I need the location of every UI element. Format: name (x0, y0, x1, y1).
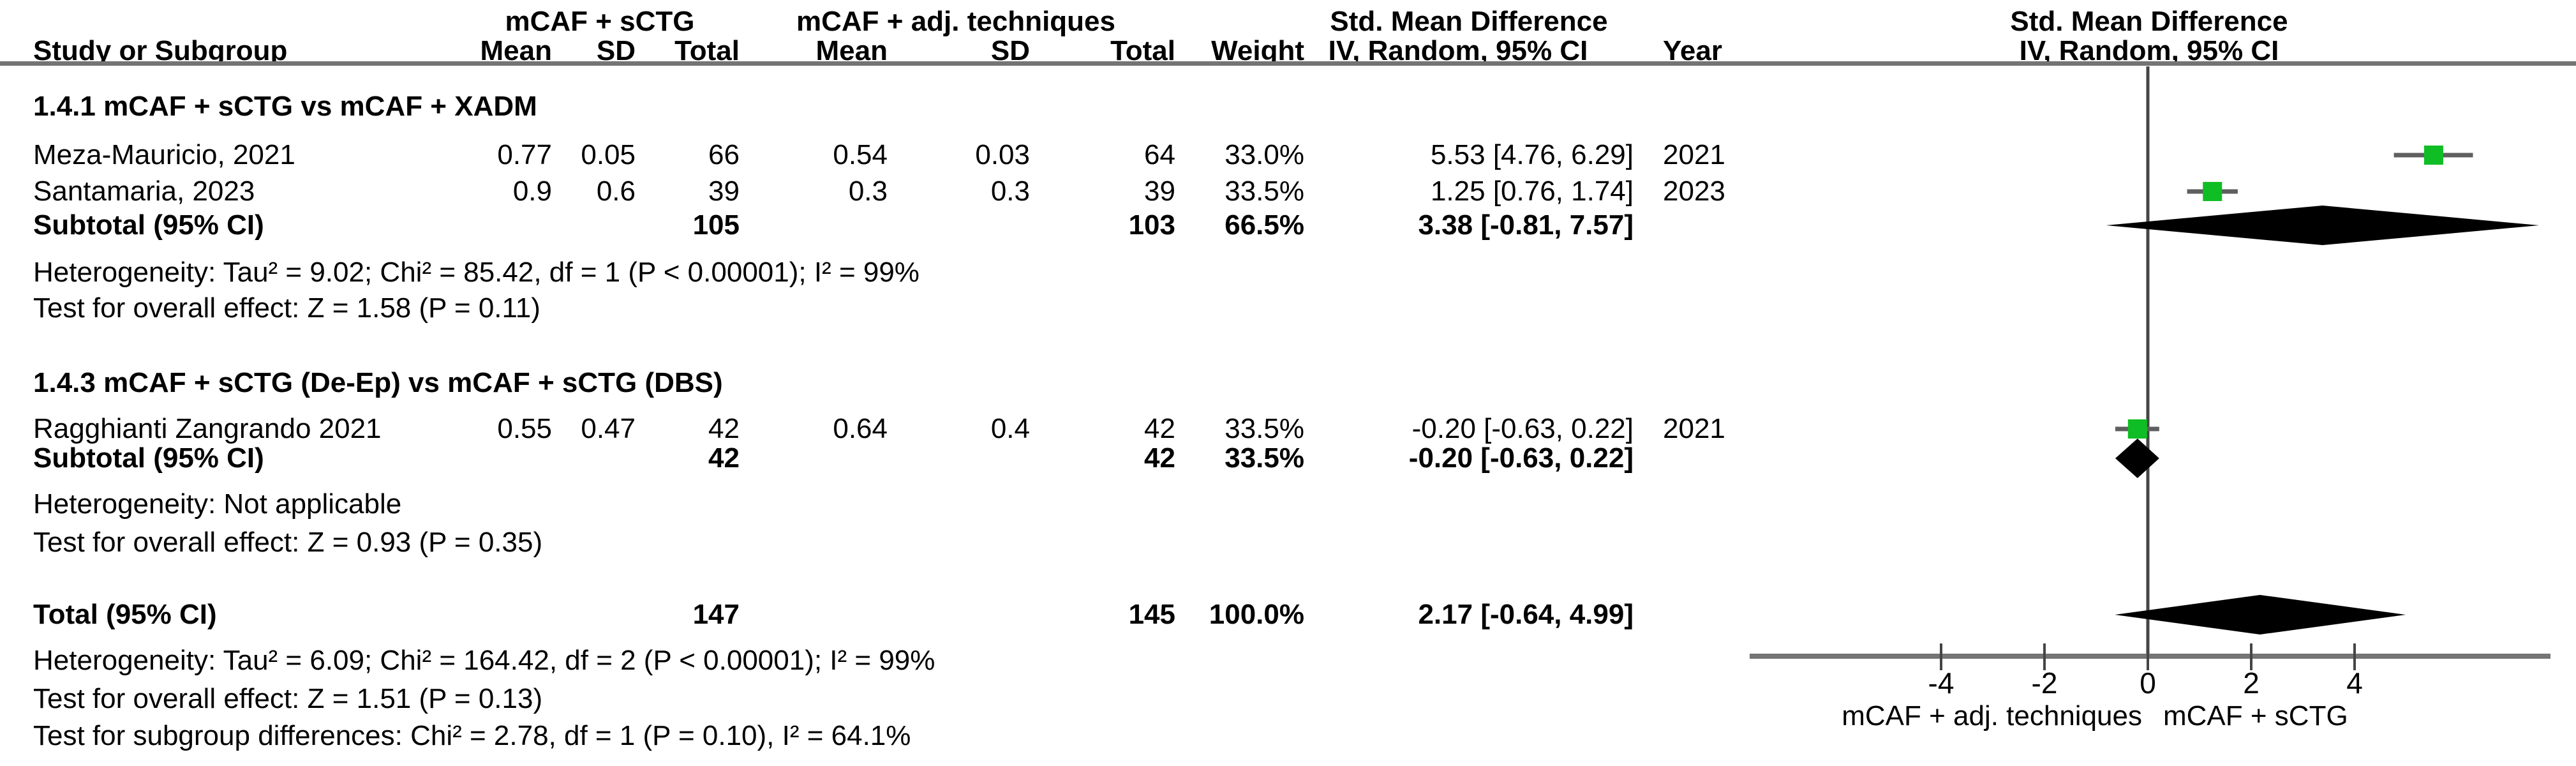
study-row-santamaria: Santamaria, 2023 0.9 0.6 39 0.3 0.3 39 3… (0, 174, 2576, 209)
heterogeneity-text: Heterogeneity: Tau² = 6.09; Chi² = 164.4… (33, 645, 935, 676)
subgroup-heading-141: 1.4.1 mCAF + sCTG vs mCAF + XADM (0, 89, 2576, 124)
weight-value: 66.5% (1225, 209, 1304, 241)
column-header-sd1: SD (596, 35, 636, 66)
subtotal-label: Subtotal (95% CI) (33, 442, 264, 474)
group-header-control: mCAF + adj. techniques (796, 6, 1115, 37)
weight-value: 33.5% (1225, 413, 1304, 444)
subgroup-heading-143: 1.4.3 mCAF + sCTG (De-Ep) vs mCAF + sCTG… (0, 365, 2576, 401)
heterogeneity-text: Heterogeneity: Not applicable (33, 488, 402, 520)
ci-value: 1.25 [0.76, 1.74] (1430, 176, 1634, 207)
group-header-experimental: mCAF + sCTG (505, 6, 695, 37)
total2-value: 42 (1144, 413, 1175, 444)
sd1-value: 0.05 (581, 139, 636, 170)
weight-value: 100.0% (1209, 599, 1304, 630)
subtotal-label: Subtotal (95% CI) (33, 209, 264, 241)
overall-effect-text: Test for overall effect: Z = 1.58 (P = 0… (33, 292, 540, 324)
study-row-ragghianti: Ragghianti Zangrando 2021 0.55 0.47 42 0… (0, 411, 2576, 447)
column-header-iv-ci: IV, Random, 95% CI (1328, 35, 1588, 66)
year-value: 2021 (1663, 139, 1725, 170)
column-header-weight: Weight (1211, 35, 1304, 66)
study-name: Ragghianti Zangrando 2021 (33, 413, 382, 444)
column-header-mean1: Mean (480, 35, 552, 66)
subgroup-difference-note: Test for subgroup differences: Chi² = 2.… (0, 718, 2576, 754)
overall-effect-note-141: Test for overall effect: Z = 1.58 (P = 0… (0, 290, 2576, 326)
mean2-value: 0.3 (848, 176, 888, 207)
sd2-value: 0.03 (975, 139, 1030, 170)
overall-effect-note-total: Test for overall effect: Z = 1.51 (P = 0… (0, 681, 2576, 717)
subgroup-title: 1.4.3 mCAF + sCTG (De-Ep) vs mCAF + sCTG… (33, 367, 723, 398)
heterogeneity-note-141: Heterogeneity: Tau² = 9.02; Chi² = 85.42… (0, 255, 2576, 290)
total2-value: 39 (1144, 176, 1175, 207)
subtotal-row-141: Subtotal (95% CI) 105 103 66.5% 3.38 [-0… (0, 207, 2576, 243)
weight-value: 33.5% (1225, 176, 1304, 207)
total-row: Total (95% CI) 147 145 100.0% 2.17 [-0.6… (0, 597, 2576, 633)
column-header-iv-ci-plot: IV, Random, 95% CI (2019, 35, 2279, 66)
mean2-value: 0.54 (833, 139, 888, 170)
year-value: 2023 (1663, 176, 1725, 207)
heterogeneity-note-143: Heterogeneity: Not applicable (0, 486, 2576, 522)
overall-effect-text: Test for overall effect: Z = 0.93 (P = 0… (33, 527, 543, 558)
total1-value: 66 (708, 139, 740, 170)
total2-value: 103 (1128, 209, 1175, 241)
total1-value: 42 (708, 413, 740, 444)
subtotal-row-143: Subtotal (95% CI) 42 42 33.5% -0.20 [-0.… (0, 440, 2576, 476)
total2-value: 145 (1128, 599, 1175, 630)
sd1-value: 0.47 (581, 413, 636, 444)
overall-effect-note-143: Test for overall effect: Z = 0.93 (P = 0… (0, 525, 2576, 560)
total1-value: 147 (692, 599, 740, 630)
subgroup-title: 1.4.1 mCAF + sCTG vs mCAF + XADM (33, 91, 537, 122)
column-header-sd2: SD (990, 35, 1030, 66)
favours-right-label: mCAF + sCTG (2163, 700, 2348, 732)
year-value: 2021 (1663, 413, 1725, 444)
group-header-smd-plot: Std. Mean Difference (2010, 6, 2288, 37)
total-label: Total (95% CI) (33, 599, 217, 630)
sd2-value: 0.4 (990, 413, 1030, 444)
heterogeneity-note-total: Heterogeneity: Tau² = 6.09; Chi² = 164.4… (0, 643, 2576, 679)
study-row-meza: Meza-Mauricio, 2021 0.77 0.05 66 0.54 0.… (0, 137, 2576, 173)
column-header-mean2: Mean (815, 35, 888, 66)
heterogeneity-text: Heterogeneity: Tau² = 9.02; Chi² = 85.42… (33, 257, 919, 288)
mean1-value: 0.55 (497, 413, 552, 444)
mean1-value: 0.9 (512, 176, 552, 207)
column-header-year: Year (1663, 35, 1722, 66)
column-header-total2: Total (1110, 35, 1175, 66)
mean1-value: 0.77 (497, 139, 552, 170)
header-group-row: mCAF + sCTG mCAF + adj. techniques Std. … (0, 4, 2576, 40)
sd1-value: 0.6 (596, 176, 636, 207)
group-header-smd-table: Std. Mean Difference (1330, 6, 1608, 37)
ci-value: 2.17 [-0.64, 4.99] (1418, 599, 1634, 630)
weight-value: 33.0% (1225, 139, 1304, 170)
overall-effect-text: Test for overall effect: Z = 1.51 (P = 0… (33, 683, 543, 714)
ci-value: -0.20 [-0.63, 0.22] (1408, 442, 1634, 474)
ci-value: -0.20 [-0.63, 0.22] (1411, 413, 1634, 444)
weight-value: 33.5% (1225, 442, 1304, 474)
mean2-value: 0.64 (833, 413, 888, 444)
column-header-total1: Total (674, 35, 740, 66)
study-name: Santamaria, 2023 (33, 176, 255, 207)
total2-value: 64 (1144, 139, 1175, 170)
total2-value: 42 (1144, 442, 1175, 474)
study-name: Meza-Mauricio, 2021 (33, 139, 295, 170)
header-separator-line (0, 61, 2576, 66)
total1-value: 39 (708, 176, 740, 207)
subgroup-difference-text: Test for subgroup differences: Chi² = 2.… (33, 720, 911, 751)
ci-value: 5.53 [4.76, 6.29] (1430, 139, 1634, 170)
total1-value: 105 (692, 209, 740, 241)
sd2-value: 0.3 (990, 176, 1030, 207)
column-header-study: Study or Subgroup (33, 35, 288, 66)
ci-value: 3.38 [-0.81, 7.57] (1418, 209, 1634, 241)
favours-left-label: mCAF + adj. techniques (1842, 700, 2142, 732)
column-header-row: Study or Subgroup Mean SD Total Mean SD … (0, 33, 2576, 69)
total1-value: 42 (708, 442, 740, 474)
